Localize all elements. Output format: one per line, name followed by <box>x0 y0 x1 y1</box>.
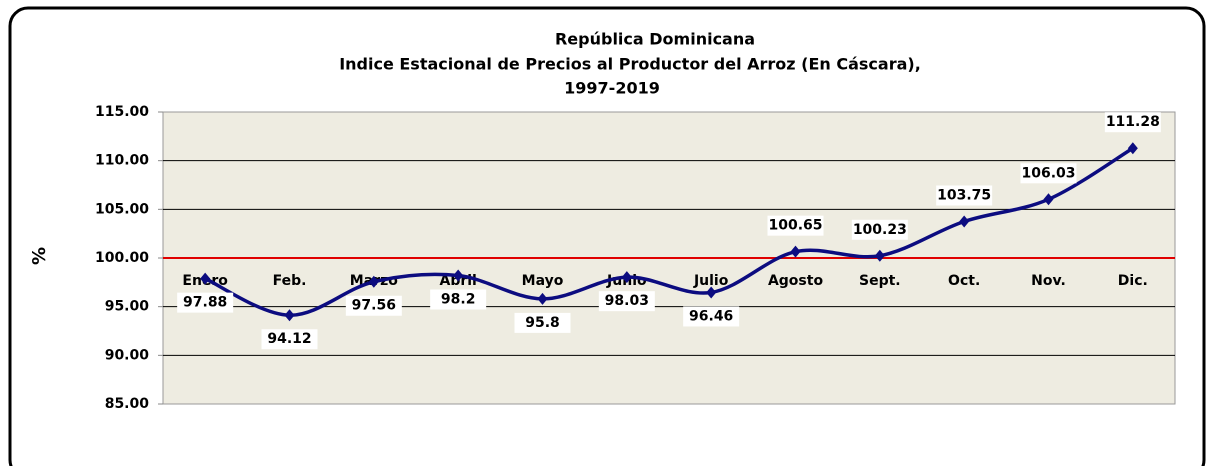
x-tick-label: Mayo <box>522 273 564 289</box>
y-tick-label: 90.00 <box>105 347 150 363</box>
data-label: 95.8 <box>525 315 560 331</box>
data-label-bg <box>177 292 234 313</box>
data-point <box>790 245 801 258</box>
data-label: 100.23 <box>853 222 907 238</box>
y-tick-label: 115.00 <box>95 104 149 120</box>
data-label: 111.28 <box>1106 114 1160 130</box>
data-label-bg <box>683 306 740 327</box>
data-label: 96.46 <box>689 308 733 324</box>
data-label-bg <box>1104 112 1161 133</box>
data-point <box>874 249 885 262</box>
x-tick-label: Nov. <box>1031 273 1066 289</box>
chart-title: Indice Estacional de Precios al Producto… <box>339 55 921 74</box>
x-tick-label: Julio <box>693 273 729 289</box>
data-point <box>368 275 379 288</box>
data-point <box>1043 193 1054 206</box>
data-point <box>537 292 548 305</box>
data-label: 106.03 <box>1021 165 1075 181</box>
chart-title: 1997-2019 <box>564 79 660 98</box>
y-tick-label: 105.00 <box>95 201 149 217</box>
data-label: 98.2 <box>441 292 476 308</box>
x-tick-label: Dic. <box>1118 273 1148 289</box>
data-point <box>284 309 295 322</box>
data-label: 97.56 <box>352 298 396 314</box>
y-tick-label: 100.00 <box>95 250 149 266</box>
x-tick-label: Feb. <box>273 273 307 289</box>
y-tick-label: 85.00 <box>105 396 150 412</box>
x-tick-label: Oct. <box>948 273 980 289</box>
data-point <box>959 215 970 228</box>
data-label: 100.65 <box>768 218 822 234</box>
data-label-bg <box>598 291 655 312</box>
data-label-bg <box>767 215 824 236</box>
data-label: 103.75 <box>937 188 991 204</box>
chart-title: República Dominicana <box>555 30 755 49</box>
y-tick-label: 110.00 <box>95 153 149 169</box>
data-point <box>706 286 717 299</box>
data-label-bg <box>514 312 571 333</box>
data-label-bg <box>1020 163 1077 184</box>
data-label-bg <box>430 289 487 310</box>
data-point <box>453 269 464 282</box>
x-tick-label: Sept. <box>859 273 901 289</box>
data-point <box>200 272 211 285</box>
data-label-bg <box>261 329 318 350</box>
y-tick-label: 95.00 <box>105 299 150 315</box>
data-point <box>1127 142 1138 155</box>
data-label: 97.88 <box>183 295 227 311</box>
data-label-bg <box>345 295 402 316</box>
data-label-bg <box>936 185 993 206</box>
y-axis-label: % <box>29 247 50 265</box>
data-label: 94.12 <box>267 331 311 347</box>
data-line <box>204 146 1134 317</box>
data-label-bg <box>851 219 908 240</box>
data-point <box>621 271 632 284</box>
data-label: 98.03 <box>605 293 649 309</box>
x-tick-label: Agosto <box>768 273 824 289</box>
